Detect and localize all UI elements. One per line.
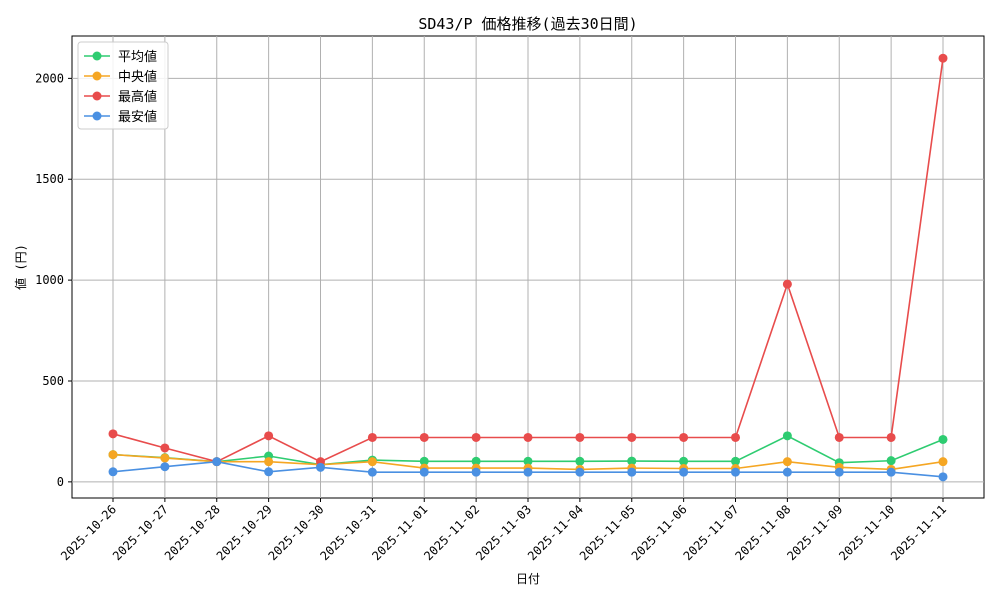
legend-label: 中央値 (118, 69, 157, 85)
data-point (367, 467, 377, 477)
data-point (627, 432, 637, 442)
legend-item: 最高値 (84, 89, 157, 105)
grid-lines (72, 36, 984, 498)
y-axis: 0 500 1000 1500 2000 (35, 71, 72, 489)
data-point (679, 432, 689, 442)
data-point (212, 457, 222, 467)
data-point (938, 472, 948, 482)
chart-title: SD43/P 価格推移(過去30日間) (418, 15, 637, 33)
data-point (782, 279, 792, 289)
data-point (834, 432, 844, 442)
legend-marker (92, 111, 102, 121)
legend-item: 平均値 (84, 49, 157, 65)
legend-label: 最高値 (118, 89, 157, 105)
data-point (627, 456, 637, 466)
y-tick-label: 1000 (35, 273, 64, 287)
data-point (627, 467, 637, 477)
series-3 (108, 457, 948, 482)
x-tick-label: 2025-11-11 (888, 502, 949, 563)
data-point (731, 467, 740, 477)
data-point (575, 467, 585, 477)
data-point (264, 431, 274, 441)
legend-marker (92, 51, 102, 61)
data-point (108, 450, 118, 460)
data-point (160, 462, 170, 472)
series-2 (108, 53, 948, 467)
data-point (886, 432, 896, 442)
data-point (679, 456, 689, 466)
data-point (834, 467, 844, 477)
data-point (679, 467, 689, 477)
legend-item: 最安値 (84, 109, 157, 125)
data-point (264, 467, 274, 477)
data-point (108, 467, 118, 477)
data-point (782, 457, 792, 467)
data-point (108, 429, 118, 439)
legend-marker (92, 71, 102, 81)
data-point (938, 457, 948, 467)
data-point (160, 443, 170, 453)
data-point (782, 431, 792, 441)
data-point (419, 467, 429, 477)
legend-label: 最安値 (118, 109, 157, 125)
data-point (367, 457, 377, 467)
legend-item: 中央値 (84, 69, 157, 85)
data-point (523, 432, 533, 442)
x-axis: 2025-10-262025-10-272025-10-282025-10-29… (58, 498, 949, 563)
data-point (160, 453, 170, 463)
data-point (419, 456, 429, 466)
data-point (575, 456, 585, 466)
data-point (523, 467, 533, 477)
data-point (523, 456, 533, 466)
data-point (367, 432, 377, 442)
y-tick-label: 2000 (35, 71, 64, 85)
y-tick-label: 1500 (35, 172, 64, 186)
data-point (886, 467, 896, 477)
data-point (731, 456, 740, 466)
y-tick-label: 0 (57, 475, 64, 489)
data-point (471, 456, 481, 466)
legend-label: 平均値 (118, 49, 157, 65)
data-point (731, 432, 740, 442)
data-point (886, 456, 896, 466)
legend-marker (92, 91, 102, 101)
data-point (316, 462, 325, 472)
data-point (938, 53, 948, 63)
legend-box (77, 41, 169, 130)
y-tick-label: 500 (42, 374, 64, 388)
series-0 (108, 431, 948, 470)
series-layer (108, 53, 948, 482)
data-point (938, 434, 948, 444)
data-point (575, 432, 585, 442)
data-point (471, 467, 481, 477)
data-point (419, 432, 429, 442)
data-point (782, 467, 792, 477)
data-point (264, 457, 274, 467)
x-axis-label: 日付 (516, 572, 540, 586)
y-axis-label: 値 (円) (13, 244, 28, 290)
data-point (471, 432, 481, 442)
